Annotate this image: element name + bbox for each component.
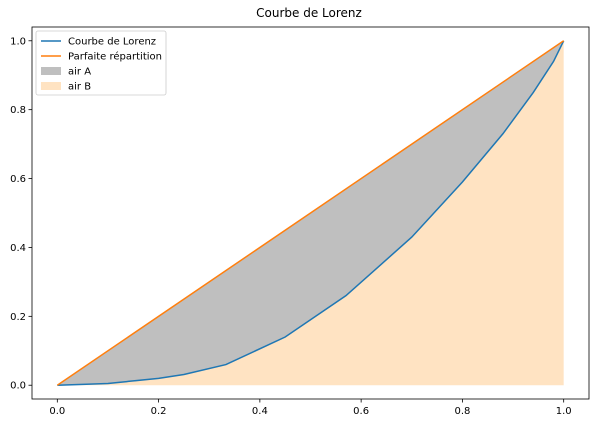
x-tick-label: 0.0 bbox=[49, 406, 65, 417]
x-tick-label: 0.6 bbox=[353, 406, 369, 417]
legend-box bbox=[35, 30, 167, 96]
y-tick-label: 0.2 bbox=[10, 312, 26, 323]
legend-swatch-area bbox=[41, 67, 61, 75]
legend-label: air A bbox=[68, 67, 91, 78]
legend-label: Courbe de Lorenz bbox=[68, 37, 156, 48]
plot-area bbox=[56, 40, 565, 386]
y-tick-label: 1.0 bbox=[10, 36, 26, 47]
y-tick-label: 0.8 bbox=[10, 105, 26, 116]
legend-label: air B bbox=[68, 82, 91, 93]
area-b bbox=[57, 40, 564, 386]
equality-line bbox=[56, 40, 565, 386]
y-tick-label: 0.0 bbox=[10, 381, 26, 392]
legend: Courbe de Lorenz Parfaite répartition air … bbox=[35, 30, 167, 96]
x-tick-label: 0.2 bbox=[151, 406, 167, 417]
y-tick-label: 0.4 bbox=[10, 243, 26, 254]
legend-label: Parfaite répartition bbox=[68, 51, 162, 63]
y-tick-label: 0.6 bbox=[10, 174, 26, 185]
axes-frame bbox=[31, 26, 590, 400]
legend-swatch-area bbox=[41, 82, 61, 90]
chart-title: Courbe de Lorenz bbox=[256, 6, 362, 20]
x-tick-label: 0.8 bbox=[454, 406, 470, 417]
x-tick-label: 1.0 bbox=[556, 406, 572, 417]
x-tick-label: 0.4 bbox=[252, 406, 268, 417]
axes: 0.0 0.2 0.4 0.6 0.8 1.0 0.0 0.2 0.4 0.6 0.8 1.0 bbox=[10, 26, 590, 417]
lorenz-curve-line bbox=[57, 40, 565, 386]
